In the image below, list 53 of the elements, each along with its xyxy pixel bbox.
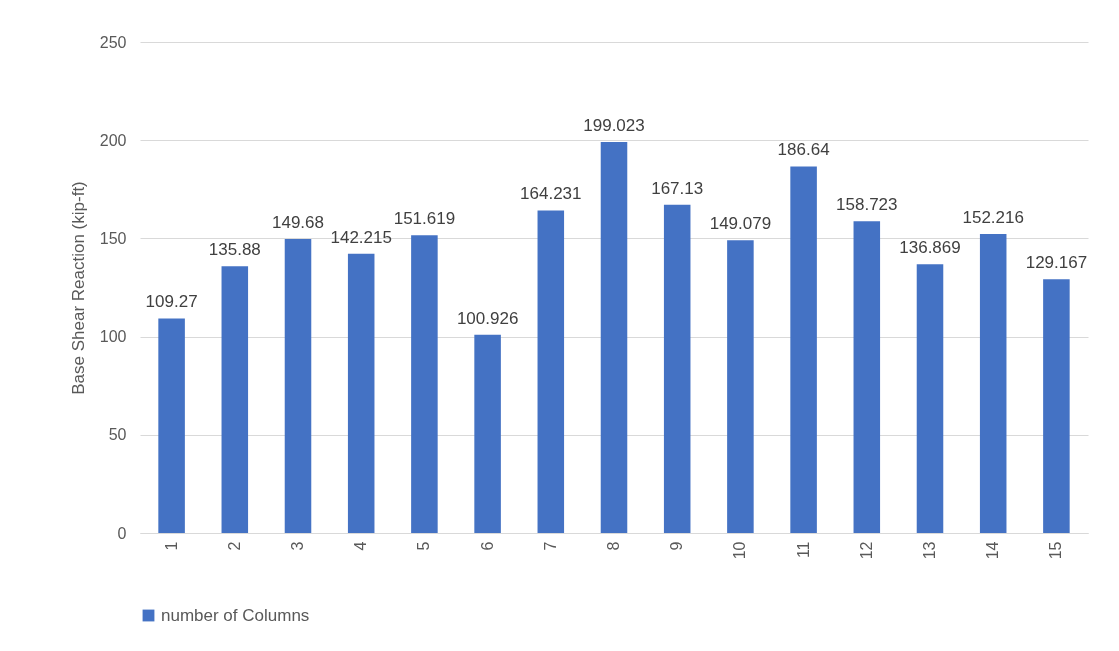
y-tick-label: 0 [117, 524, 127, 542]
data-label: 136.869 [899, 238, 961, 258]
data-label: 158.723 [836, 195, 898, 215]
bar [284, 239, 312, 533]
y-tick-label: 250 [99, 33, 127, 51]
x-tick-label: 6 [478, 541, 496, 551]
bar [158, 318, 185, 533]
bar [979, 234, 1007, 533]
data-label: 109.27 [145, 292, 198, 312]
bar [537, 210, 565, 533]
x-tick-label: 4 [352, 541, 370, 551]
x-tick-label: 15 [1047, 541, 1065, 560]
data-label: 142.215 [330, 227, 392, 247]
bar [663, 204, 691, 533]
bar [347, 253, 375, 533]
x-tick-label: 13 [921, 541, 938, 560]
x-tick-label: 1 [162, 541, 180, 551]
x-tick-label: 11 [794, 541, 812, 559]
data-label: 149.079 [709, 214, 772, 234]
y-tick-label: 150 [99, 229, 127, 247]
data-label: 199.023 [583, 116, 645, 136]
x-tick-label: 10 [731, 541, 749, 560]
bar [853, 221, 881, 533]
bar [600, 142, 628, 533]
bar [727, 240, 754, 533]
data-label: 151.619 [393, 209, 456, 229]
y-axis-title: Base Shear Reaction (kip-ft) [68, 181, 88, 395]
bar [474, 334, 501, 533]
x-tick-label: 2 [225, 541, 243, 551]
x-tick-label: 9 [668, 541, 686, 551]
x-tick-label: 14 [984, 541, 1002, 560]
x-tick-label: 3 [289, 541, 306, 551]
data-label: 149.68 [272, 213, 324, 233]
legend-label: number of Columns [161, 605, 310, 625]
data-label: 167.13 [651, 178, 704, 198]
bar [411, 235, 438, 533]
bar [916, 264, 944, 533]
y-tick-label: 200 [99, 131, 127, 149]
x-tick-label: 7 [541, 541, 559, 551]
data-label: 100.926 [456, 308, 519, 328]
bar [1043, 279, 1070, 533]
x-tick-label: 12 [857, 541, 875, 560]
bar [221, 266, 249, 533]
data-label: 164.231 [520, 184, 582, 204]
data-label: 135.88 [208, 240, 261, 260]
data-label: 186.64 [777, 140, 830, 160]
data-label: 152.216 [962, 208, 1024, 228]
x-tick-label: 8 [605, 541, 622, 551]
y-tick-label: 100 [99, 328, 127, 346]
y-tick-label: 50 [108, 426, 127, 444]
bar [790, 166, 817, 533]
data-label: 129.167 [1025, 253, 1088, 273]
x-tick-label: 5 [415, 541, 433, 551]
